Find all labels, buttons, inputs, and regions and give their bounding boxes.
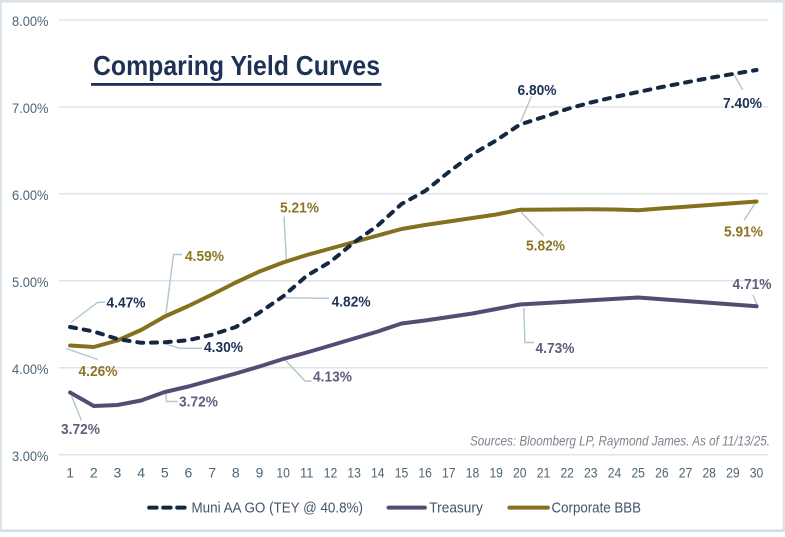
svg-text:5.91%: 5.91% [724,224,763,241]
svg-text:8: 8 [232,465,240,481]
svg-text:4.59%: 4.59% [185,248,224,265]
svg-text:15: 15 [395,465,409,481]
svg-text:4.47%: 4.47% [107,294,146,311]
svg-text:5.82%: 5.82% [526,238,565,255]
svg-text:4.82%: 4.82% [332,293,371,310]
svg-text:3.00%: 3.00% [12,448,49,464]
svg-text:24: 24 [608,465,622,481]
svg-text:5.00%: 5.00% [12,274,49,290]
svg-text:6.80%: 6.80% [518,82,557,99]
svg-text:29: 29 [726,465,740,481]
svg-text:17: 17 [442,465,456,481]
svg-text:6.00%: 6.00% [12,187,49,203]
svg-text:19: 19 [489,465,503,481]
svg-text:5: 5 [161,465,169,481]
svg-text:4.13%: 4.13% [313,368,352,385]
svg-text:Comparing Yield Curves: Comparing Yield Curves [93,50,380,81]
svg-text:7.40%: 7.40% [723,95,762,112]
svg-text:18: 18 [466,465,480,481]
svg-text:Sources: Bloomberg LP, Raymond: Sources: Bloomberg LP, Raymond James. As… [470,432,770,448]
svg-text:28: 28 [702,465,716,481]
svg-text:3: 3 [114,465,122,481]
svg-text:Treasury: Treasury [429,500,483,516]
svg-text:4.30%: 4.30% [204,339,243,356]
svg-text:12: 12 [324,465,338,481]
svg-text:4.71%: 4.71% [733,276,772,293]
svg-text:20: 20 [513,465,527,481]
svg-text:10: 10 [276,465,290,481]
svg-text:3.72%: 3.72% [179,393,218,410]
svg-text:16: 16 [418,465,432,481]
svg-text:Corporate BBB: Corporate BBB [552,500,642,516]
svg-text:2: 2 [90,465,98,481]
svg-text:4.73%: 4.73% [536,340,575,357]
svg-text:27: 27 [679,465,693,481]
svg-text:Muni AA GO (TEY @ 40.8%): Muni AA GO (TEY @ 40.8%) [192,500,364,516]
svg-text:21: 21 [537,465,551,481]
svg-text:11: 11 [300,465,314,481]
svg-text:14: 14 [371,465,385,481]
svg-text:7: 7 [208,465,216,481]
svg-text:23: 23 [584,465,598,481]
svg-text:25: 25 [631,465,645,481]
svg-text:9: 9 [256,465,264,481]
svg-text:8.00%: 8.00% [12,13,49,29]
svg-text:13: 13 [347,465,361,481]
svg-text:7.00%: 7.00% [12,100,49,116]
svg-text:4.26%: 4.26% [79,363,118,380]
svg-text:30: 30 [750,465,764,481]
svg-text:5.21%: 5.21% [280,200,319,217]
svg-text:4.00%: 4.00% [12,361,49,377]
svg-text:1: 1 [66,465,74,481]
svg-text:22: 22 [560,465,574,481]
svg-text:3.72%: 3.72% [61,421,100,438]
svg-text:4: 4 [137,465,145,481]
svg-text:6: 6 [185,465,193,481]
svg-text:26: 26 [655,465,669,481]
